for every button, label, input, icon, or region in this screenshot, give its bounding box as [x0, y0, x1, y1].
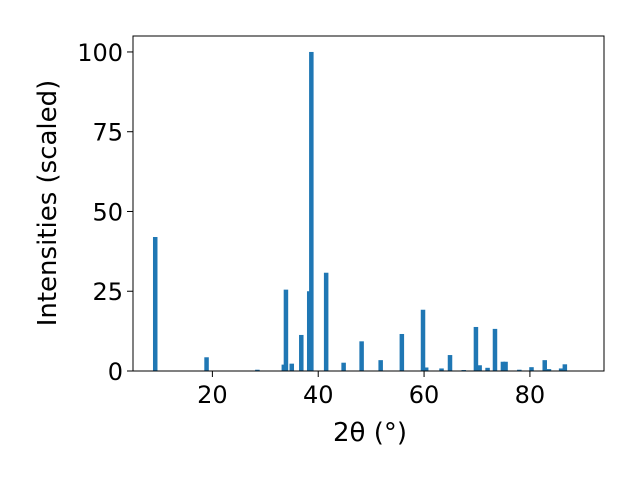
bar-24 — [503, 361, 508, 371]
y-tick-label-0: 0 — [108, 358, 123, 386]
bar-5 — [289, 363, 295, 371]
bar-17 — [447, 355, 453, 371]
bars-group — [152, 51, 568, 371]
bar-22 — [492, 328, 498, 371]
bar-19 — [473, 326, 479, 371]
bar-26 — [529, 367, 534, 371]
bar-21 — [485, 367, 490, 371]
x-tick-label-0: 20 — [197, 381, 228, 409]
y-axis-label: Intensities (scaled) — [33, 80, 63, 327]
bar-1 — [204, 357, 209, 371]
x-tick-label-2: 60 — [409, 381, 440, 409]
bar-23 — [500, 361, 506, 371]
y-axis-ticks: 0 25 50 75 100 — [77, 39, 133, 386]
plot-frame — [132, 35, 605, 372]
y-tick-label-3: 75 — [92, 119, 123, 147]
bar-16 — [439, 368, 444, 371]
x-tick-label-1: 40 — [303, 381, 334, 409]
bar-2 — [255, 369, 260, 371]
bar-9 — [323, 272, 329, 371]
y-tick-label-4: 100 — [77, 39, 123, 67]
bar-30 — [562, 364, 568, 371]
bar-14 — [420, 309, 426, 371]
bar-11 — [359, 341, 364, 371]
y-tick-label-1: 25 — [92, 278, 123, 306]
bar-13 — [399, 333, 405, 371]
bar-12 — [378, 360, 383, 371]
x-axis-ticks: 20 40 60 80 — [197, 371, 545, 409]
bar-28 — [546, 369, 552, 371]
bar-4 — [283, 289, 289, 371]
bar-15 — [423, 367, 429, 371]
bar-8 — [309, 51, 314, 371]
y-tick-label-2: 50 — [92, 198, 123, 226]
bar-10 — [341, 362, 346, 371]
bar-20 — [477, 365, 482, 371]
bar-25 — [517, 369, 522, 371]
bar-27 — [542, 360, 547, 371]
bar-6 — [299, 334, 304, 371]
x-tick-label-3: 80 — [515, 381, 546, 409]
x-axis-label: 2θ (°) — [333, 418, 407, 448]
bar-0 — [152, 237, 158, 371]
bar-29 — [558, 368, 564, 371]
